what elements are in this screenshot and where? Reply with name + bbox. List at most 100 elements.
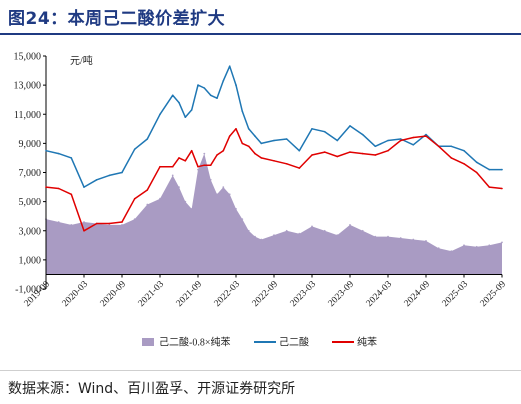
spread-point — [159, 197, 161, 200]
x-tick-label: 2020-09 — [99, 279, 129, 309]
spread-point — [260, 238, 263, 241]
legend: 己二酸-0.8×纯苯 己二酸 纯苯 — [142, 336, 377, 349]
adipic-acid-point — [209, 94, 212, 97]
adipic-acid-point — [216, 97, 218, 99]
spread-point — [178, 186, 180, 189]
source-note: 数据来源：Wind、百川盈孚、开源证券研究所 — [8, 381, 296, 397]
spread-point — [399, 237, 402, 239]
adipic-acid-point — [374, 145, 377, 148]
benzene-point — [336, 155, 339, 158]
adipic-acid-point — [501, 168, 503, 171]
benzene-point — [285, 163, 288, 165]
adipic-acid-point — [241, 110, 244, 113]
spread-point — [323, 229, 326, 232]
legend-label: 己二酸-0.8×纯苯 — [159, 336, 230, 349]
chart: 元/吨 -1,000 1,000 3,000 5,000 7,000 9,000 11,00… — [14, 52, 509, 349]
adipic-acid-point — [247, 128, 250, 130]
y-tick-label: -1,000 — [15, 285, 41, 296]
y-tick-label: 5,000 — [19, 197, 42, 208]
spread-point — [146, 203, 149, 206]
adipic-acid-point — [235, 84, 237, 86]
benzene-point — [412, 136, 415, 139]
spread-point — [298, 232, 301, 235]
adipic-acid-point — [57, 152, 60, 155]
benzene-point — [475, 171, 478, 174]
benzene-point — [108, 222, 111, 225]
benzene-point — [203, 164, 206, 166]
benzene-point — [190, 149, 193, 152]
y-tick-label: 11,000 — [14, 110, 41, 121]
benzene-point — [70, 193, 73, 196]
adipic-acid-point — [178, 101, 180, 104]
spread-point — [171, 174, 174, 177]
spread-point — [184, 200, 187, 203]
unit-label: 元/吨 — [70, 54, 93, 67]
benzene-point — [425, 135, 427, 137]
spread-point — [349, 224, 351, 226]
spread-point — [235, 208, 237, 210]
adipic-acid-point — [450, 145, 453, 148]
x-tick-labels: 2019-09 2020-03 2020-09 2021-03 2021-09 2022-… — [23, 279, 509, 309]
adipic-acid-line — [45, 65, 502, 188]
y-tick-label: 13,000 — [14, 81, 42, 92]
benzene-point — [171, 165, 174, 168]
adipic-acid-point — [95, 179, 98, 181]
x-tick-label: 2023-09 — [327, 279, 357, 309]
y-tick-label: 1,000 — [19, 255, 42, 266]
spread-point — [336, 234, 339, 237]
spread-point — [361, 229, 364, 232]
benzene-point — [184, 160, 187, 162]
axes — [43, 55, 503, 290]
benzene-point — [298, 167, 301, 169]
benzene-point — [228, 135, 231, 137]
adipic-acid-point — [361, 133, 364, 136]
adipic-acid-point — [70, 157, 73, 159]
spread-point — [70, 224, 73, 226]
spread-point — [247, 229, 250, 232]
spread-point — [412, 238, 415, 241]
spread-point — [488, 244, 491, 247]
spread-point — [285, 229, 288, 232]
benzene-point — [209, 164, 212, 166]
spread-point — [387, 235, 389, 238]
adipic-acid-point — [323, 130, 326, 133]
x-tick-label: 2022-09 — [251, 279, 281, 309]
spread-point — [311, 225, 313, 228]
benzene-point — [501, 187, 503, 190]
adipic-acid-point — [412, 144, 415, 146]
spread-point — [241, 218, 244, 221]
x-tick-label: 2021-03 — [137, 279, 167, 309]
benzene-point — [437, 145, 440, 148]
spread-point — [121, 224, 123, 226]
benzene-point — [450, 157, 453, 159]
spread-point — [190, 208, 193, 210]
benzene-point — [57, 187, 60, 190]
spread-point — [228, 193, 231, 196]
figure-title: 图24：本周己二酸价差扩大 — [8, 9, 226, 29]
price-lines-layer — [45, 65, 503, 232]
legend-label: 己二酸 — [279, 336, 309, 349]
benzene-point — [133, 197, 136, 200]
adipic-acid-point — [190, 109, 193, 111]
adipic-acid-point — [133, 148, 136, 150]
benzene-point — [178, 157, 180, 159]
adipic-acid-point — [121, 171, 123, 174]
x-tick-label: 2020-03 — [61, 279, 91, 309]
benzene-point — [241, 142, 244, 145]
adipic-acid-point — [399, 138, 402, 140]
adipic-acid-point — [488, 168, 491, 171]
benzene-point — [349, 151, 351, 153]
source-divider — [0, 370, 521, 371]
spread-area-layer — [45, 152, 503, 275]
spread-point — [425, 240, 427, 242]
x-tick-label: 2024-03 — [365, 279, 395, 309]
adipic-acid-point — [159, 113, 161, 116]
adipic-acid-point — [311, 128, 313, 130]
benzene-point — [254, 152, 256, 155]
adipic-acid-point — [108, 174, 111, 177]
spread-point — [197, 168, 199, 171]
benzene-line — [45, 128, 503, 232]
x-tick-label: 2025-09 — [479, 279, 509, 309]
benzene-point — [273, 160, 275, 162]
benzene-point — [387, 149, 389, 152]
